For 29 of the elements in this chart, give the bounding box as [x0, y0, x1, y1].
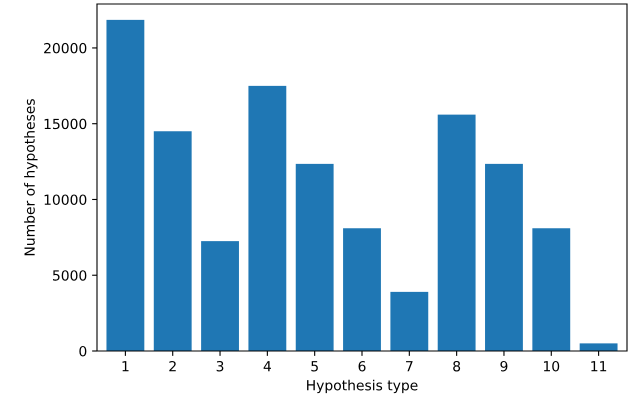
bar [201, 241, 239, 351]
bar [106, 20, 144, 351]
bar [248, 86, 286, 351]
bar [343, 228, 381, 351]
y-tick-label: 5000 [53, 270, 86, 281]
x-tick-label: 1 [122, 361, 129, 372]
y-axis-title: Number of hypotheses [24, 99, 38, 256]
bar [438, 114, 476, 351]
x-tick-label: 8 [453, 360, 460, 372]
y-tick-label: 0 [79, 346, 86, 356]
bar [580, 343, 618, 351]
x-tick-label: 7 [406, 361, 413, 372]
bar [296, 164, 334, 351]
y-tick-label: 15000 [44, 118, 86, 130]
x-tick-label: 9 [500, 360, 508, 372]
y-tick-label: 20000 [44, 42, 86, 54]
bar [154, 131, 192, 351]
bar [532, 228, 570, 351]
bar [485, 164, 523, 351]
x-axis-title: Hypothesis type [307, 380, 418, 394]
bar [390, 292, 428, 351]
x-tick-label: 10 [544, 360, 560, 372]
x-tick-label: 11 [591, 361, 606, 372]
x-tick-label: 6 [358, 360, 366, 372]
x-tick-label: 3 [216, 360, 224, 372]
x-tick-label: 5 [311, 361, 318, 372]
x-tick-label: 4 [264, 361, 271, 372]
x-tick-label: 2 [169, 360, 176, 372]
y-tick-label: 10000 [44, 194, 86, 205]
